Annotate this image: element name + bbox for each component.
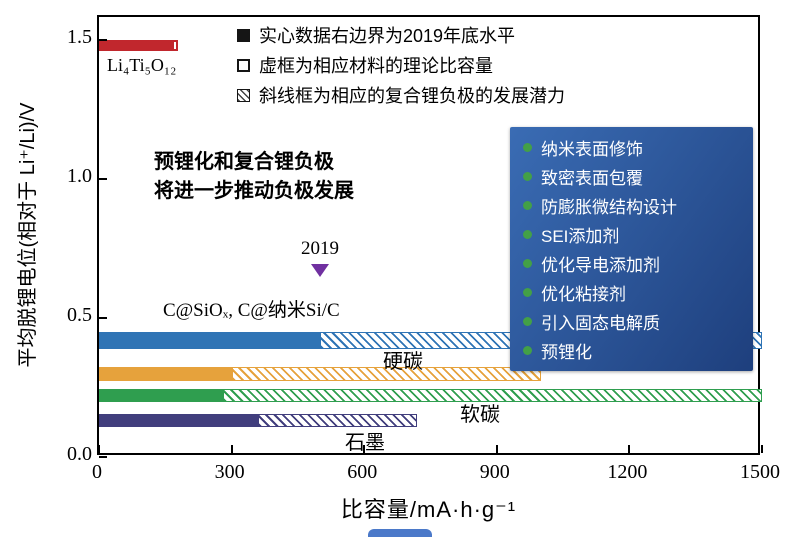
x-tick-mark [98, 445, 100, 453]
x-tick-mark [495, 445, 498, 453]
y-tick-label: 0.5 [67, 304, 92, 326]
y-tick-mark [99, 39, 107, 41]
hatched-square-icon [237, 88, 250, 102]
bullet-icon [523, 172, 532, 181]
bullet-icon [523, 201, 532, 210]
bullet-icon [523, 288, 532, 297]
ticks-layer [98, 17, 763, 458]
y-tick-mark [99, 317, 107, 319]
solid-square-icon [237, 28, 250, 42]
y-tick-label: 1.5 [67, 26, 92, 48]
legend-item-solid: 实心数据右边界为2019年底水平 [237, 20, 565, 50]
highlight-note: 预锂化和复合锂负极 将进一步推动负极发展 [154, 148, 354, 206]
bar-label-hard-carbon: 硬碳 [383, 351, 423, 373]
strategy-item: 防膨胀微结构设计 [523, 193, 747, 218]
strategy-label: 优化粘接剂 [541, 285, 626, 304]
bullet-icon [523, 317, 532, 326]
bar-segment-solid [99, 414, 259, 428]
year-2019-label: 2019 [301, 238, 339, 259]
bar-segment-hatched [258, 414, 418, 428]
strategy-label: 引入固态电解质 [541, 314, 660, 333]
y-tick-mark [99, 178, 107, 180]
highlight-note-line2: 将进一步推动负极发展 [154, 180, 354, 202]
bar-segment-solid [99, 366, 232, 381]
bar-label-li4ti5o12: Li₄Ti₅O₁₂ [107, 55, 177, 75]
x-tick-label: 300 [214, 461, 245, 483]
legend-item-hatched: 斜线框为相应的复合锂负极的发展潜力 [237, 80, 565, 110]
bar-segment-hollow [171, 40, 178, 52]
strategy-label: 优化导电添加剂 [541, 256, 660, 275]
legend-label-hollow: 虚框为相应材料的理论比容量 [259, 56, 493, 76]
strategy-label: 纳米表面修饰 [541, 140, 643, 159]
strategy-item: 致密表面包覆 [523, 164, 747, 189]
x-tick-mark [761, 445, 763, 453]
plot-area: 实心数据右边界为2019年底水平 虚框为相应材料的理论比容量 斜线框为相应的复合… [97, 15, 763, 458]
strategy-item: SEI添加剂 [523, 222, 747, 247]
bullet-icon [523, 230, 532, 239]
strategy-item: 预锂化 [523, 338, 747, 363]
strategy-item: 引入固态电解质 [523, 309, 747, 334]
y-tick-label: 1.0 [67, 165, 92, 187]
strategy-label: 预锂化 [541, 343, 592, 362]
bar-label-soft-carbon: 软碳 [460, 404, 500, 426]
bar-segment-solid [99, 389, 223, 403]
legend-label-hatched: 斜线框为相应的复合锂负极的发展潜力 [259, 86, 565, 106]
x-tick-mark [230, 445, 233, 453]
y-tick-mark [99, 456, 107, 458]
x-tick-mark [363, 445, 366, 453]
strategies-panel: 纳米表面修饰 致密表面包覆 防膨胀微结构设计 SEI添加剂 优化导电添加剂 优化… [510, 127, 753, 371]
legend-label-solid: 实心数据右边界为2019年底水平 [259, 26, 516, 46]
bullet-icon [523, 346, 532, 355]
y-axis-title: 平均脱锂电位(相对于 Li⁺/Li)/V [17, 102, 39, 368]
x-tick-label: 0 [92, 461, 102, 483]
bar-label-graphite: 石墨 [345, 432, 385, 454]
year-2019-marker-icon [311, 264, 329, 277]
x-tick-mark [628, 445, 631, 453]
strategy-item: 纳米表面修饰 [523, 135, 747, 160]
y-tick-label: 0.0 [67, 443, 92, 465]
bar-segment-hatched [222, 389, 762, 403]
strategy-label: 防膨胀微结构设计 [541, 198, 677, 217]
strategy-label: SEI添加剂 [541, 227, 620, 246]
bullet-icon [523, 143, 532, 152]
partial-next-figure [368, 529, 432, 537]
x-tick-label: 1200 [607, 461, 648, 483]
x-tick-label: 1500 [740, 461, 780, 483]
bar-segment-solid [99, 331, 320, 349]
strategy-label: 致密表面包覆 [541, 169, 643, 188]
bar-segment-solid [99, 40, 172, 52]
bar-label-silicon-composite: C@SiOₓ, C@纳米Si/C [163, 300, 340, 321]
x-axis-title: 比容量/mA·h·g⁻¹ [340, 497, 517, 522]
strategy-item: 优化导电添加剂 [523, 251, 747, 276]
strategy-item: 优化粘接剂 [523, 280, 747, 305]
chart-legend: 实心数据右边界为2019年底水平 虚框为相应材料的理论比容量 斜线框为相应的复合… [237, 20, 565, 110]
hollow-square-icon [237, 58, 250, 72]
x-tick-label: 900 [479, 461, 510, 483]
bar-segment-hatched [231, 366, 541, 381]
highlight-note-line1: 预锂化和复合锂负极 [154, 151, 334, 173]
bullet-icon [523, 259, 532, 268]
legend-item-hollow: 虚框为相应材料的理论比容量 [237, 50, 565, 80]
x-tick-label: 600 [347, 461, 378, 483]
